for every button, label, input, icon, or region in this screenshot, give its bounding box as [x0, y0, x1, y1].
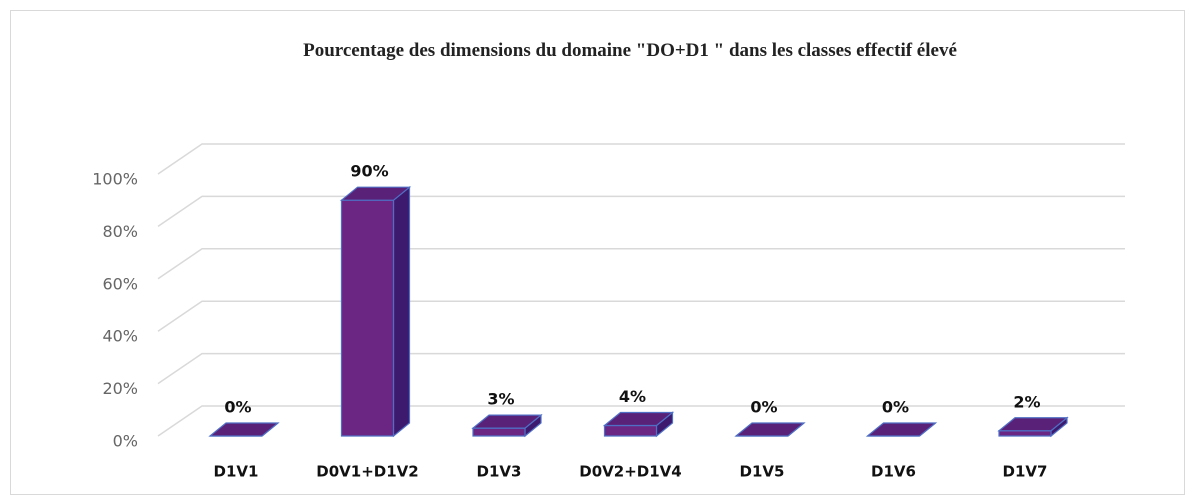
bar-face [471, 414, 543, 429]
grid-line [157, 248, 1125, 280]
y-tick-label: 100% [92, 170, 138, 189]
bar-face [472, 427, 526, 437]
bar-face [392, 185, 411, 438]
data-label: 0% [224, 398, 251, 417]
bar [471, 413, 543, 438]
x-tick-label: D1V3 [477, 463, 522, 481]
data-label: 0% [882, 398, 909, 417]
chart-title: Pourcentage des dimensions du domaine "D… [303, 40, 957, 61]
data-label: 90% [350, 162, 388, 181]
y-tick-label: 40% [102, 327, 138, 346]
bar-face [734, 422, 806, 437]
x-tick-label: D1V1 [214, 463, 259, 481]
grid-line [157, 143, 1125, 175]
bar-face [997, 417, 1069, 432]
data-label: 2% [1013, 392, 1040, 411]
data-label: 3% [487, 390, 514, 409]
bar [997, 416, 1069, 438]
bar-face [865, 422, 938, 437]
x-tick-label: D0V2+D1V4 [579, 463, 681, 481]
bar [208, 422, 280, 437]
x-tick-label: D1V5 [740, 463, 785, 481]
y-tick-label: 80% [102, 222, 138, 241]
grid-line [157, 195, 1125, 228]
bar-face [998, 430, 1052, 437]
bar-face [208, 422, 280, 437]
bar [865, 422, 938, 437]
bar-face [602, 411, 675, 427]
data-label: 4% [619, 387, 646, 406]
data-label: 0% [750, 398, 777, 417]
grid-line [157, 405, 1125, 437]
bar [339, 185, 412, 438]
chart-frame [10, 10, 1185, 495]
x-tick-label: D1V7 [1003, 463, 1048, 481]
bar-face [339, 186, 412, 201]
x-tick-label: D0V1+D1V2 [316, 463, 418, 481]
bar [734, 422, 806, 437]
bar [602, 411, 675, 438]
bar-face [603, 424, 658, 437]
y-tick-label: 60% [102, 274, 138, 293]
grid-line [157, 352, 1125, 385]
grid-line [157, 300, 1125, 332]
bar-face [340, 199, 395, 437]
y-tick-label: 20% [102, 379, 138, 398]
y-tick-label: 0% [113, 432, 138, 451]
x-tick-label: D1V6 [871, 463, 916, 481]
